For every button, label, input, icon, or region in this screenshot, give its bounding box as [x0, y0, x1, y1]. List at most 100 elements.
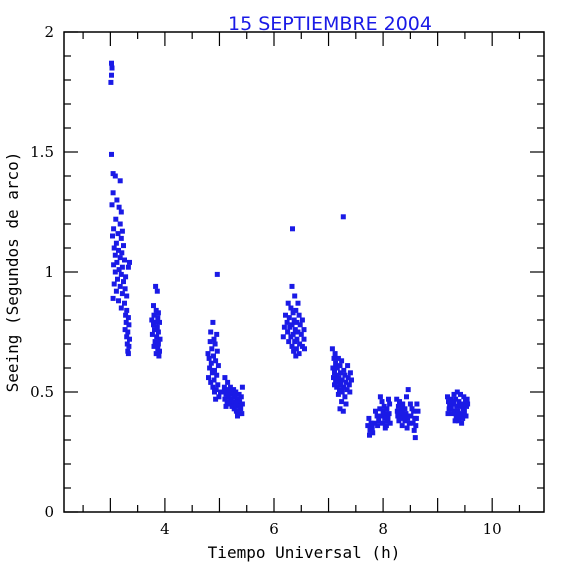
data-point [226, 401, 232, 407]
data-point [225, 394, 231, 400]
data-points [108, 60, 471, 441]
data-point [119, 291, 125, 297]
data-point [116, 267, 122, 273]
data-point [109, 60, 114, 66]
data-point [407, 401, 413, 407]
data-point [151, 343, 157, 349]
data-point [205, 351, 211, 357]
data-point [453, 413, 459, 419]
data-point [288, 334, 294, 340]
data-point [157, 348, 162, 354]
data-point [387, 420, 393, 426]
data-point [396, 418, 402, 424]
data-point [366, 415, 372, 421]
data-point [213, 396, 219, 402]
data-point [289, 283, 295, 289]
data-point [125, 329, 131, 335]
data-point [209, 346, 215, 352]
data-point [340, 214, 346, 220]
data-point [108, 79, 114, 85]
data-point [280, 334, 286, 340]
data-point [461, 394, 467, 400]
data-point [296, 351, 302, 357]
data-point [222, 375, 228, 381]
data-point [111, 281, 117, 287]
data-point [402, 418, 408, 424]
data-point [155, 341, 161, 347]
data-point [446, 399, 451, 405]
data-point [286, 315, 292, 321]
data-point [215, 363, 221, 369]
data-point [339, 358, 345, 364]
data-point [452, 418, 458, 424]
data-point [109, 151, 114, 157]
data-point [127, 259, 132, 265]
data-point [208, 360, 214, 366]
data-point [152, 327, 157, 333]
data-point [377, 394, 383, 400]
data-point [347, 370, 353, 376]
data-point [343, 379, 349, 385]
data-point [332, 351, 338, 357]
data-point [343, 401, 349, 407]
data-point [110, 233, 115, 239]
y-tick-label: 1 [44, 263, 54, 281]
data-point [210, 319, 216, 325]
y-tick-label: 0.5 [30, 383, 54, 401]
data-point [230, 399, 236, 405]
data-point [455, 418, 461, 424]
data-point [380, 420, 385, 426]
data-point [121, 243, 126, 249]
data-point [225, 379, 231, 385]
data-point [215, 382, 221, 388]
data-point [116, 204, 122, 210]
data-point [414, 401, 420, 407]
data-point [293, 346, 299, 352]
plot-frame [63, 31, 545, 513]
data-point [455, 408, 461, 414]
data-point [399, 423, 405, 429]
data-point [288, 305, 294, 311]
data-point [119, 264, 125, 270]
data-point [212, 389, 217, 395]
data-point [151, 303, 156, 309]
data-point [207, 339, 213, 345]
data-point [214, 372, 220, 378]
data-point [465, 401, 471, 407]
data-point [337, 363, 343, 369]
data-point [367, 432, 372, 438]
data-point [206, 375, 211, 381]
data-point [386, 396, 391, 402]
y-axis-title: Seeing (Segundos de arco) [3, 152, 22, 393]
data-point [113, 240, 119, 246]
data-point [208, 379, 214, 385]
data-point [446, 406, 452, 412]
data-point [114, 259, 120, 265]
data-point [297, 341, 303, 347]
data-point [233, 401, 239, 407]
data-point [335, 391, 341, 397]
data-point [122, 257, 127, 263]
data-point [117, 221, 123, 227]
data-point [294, 319, 300, 325]
data-point [382, 425, 388, 431]
data-point [153, 351, 159, 357]
data-point [233, 389, 239, 395]
data-point [239, 384, 245, 390]
data-point [411, 427, 417, 433]
data-point [295, 300, 301, 306]
data-point [460, 415, 466, 421]
data-point [381, 403, 387, 409]
data-point [290, 226, 295, 232]
data-point [216, 394, 222, 400]
data-point [114, 197, 120, 203]
data-point [239, 401, 245, 407]
data-point [289, 343, 295, 349]
data-point [415, 408, 421, 414]
data-point [339, 399, 345, 405]
data-point [395, 403, 401, 409]
data-point [342, 372, 348, 378]
data-point [283, 312, 288, 318]
data-point [111, 245, 117, 251]
data-point [338, 370, 343, 376]
